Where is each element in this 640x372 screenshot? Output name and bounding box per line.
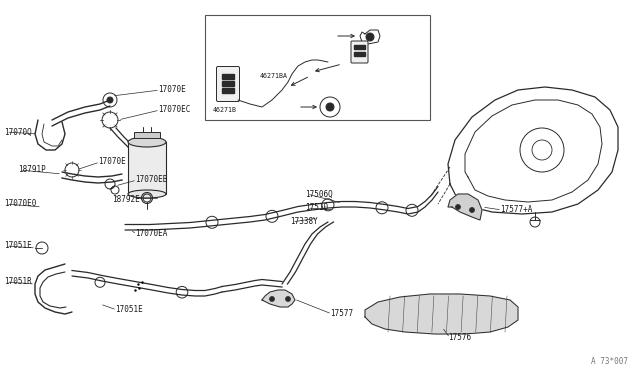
Text: 17506Q: 17506Q [305, 189, 333, 199]
Text: 17051E: 17051E [4, 241, 32, 250]
Text: 17070EA: 17070EA [135, 230, 168, 238]
Bar [222, 74, 234, 79]
Bar [128, 142, 166, 194]
Polygon shape [365, 294, 518, 334]
Bar [134, 132, 160, 138]
Circle shape [107, 97, 113, 103]
Text: A 73*007: A 73*007 [591, 357, 628, 366]
Text: 46271BA: 46271BA [260, 73, 288, 79]
FancyBboxPatch shape [216, 67, 239, 102]
Circle shape [269, 296, 275, 301]
Text: 17576: 17576 [448, 334, 471, 343]
Text: 17338Y: 17338Y [290, 218, 317, 227]
Circle shape [366, 33, 374, 41]
Ellipse shape [128, 190, 166, 198]
Text: 17070E: 17070E [98, 157, 125, 167]
Circle shape [470, 208, 474, 212]
Bar [354, 52, 365, 56]
Text: 17577+A: 17577+A [500, 205, 532, 215]
Circle shape [456, 205, 461, 209]
Text: 17070E: 17070E [158, 86, 186, 94]
Text: 17051E: 17051E [115, 305, 143, 314]
Polygon shape [448, 194, 482, 220]
Bar [222, 81, 234, 86]
Text: 17510: 17510 [305, 203, 328, 212]
FancyBboxPatch shape [351, 41, 368, 63]
Bar [205, 15, 430, 120]
Bar [222, 88, 234, 93]
Text: 17070EB: 17070EB [135, 176, 168, 185]
Circle shape [326, 103, 334, 111]
Circle shape [285, 296, 291, 301]
Text: 18792E: 18792E [112, 196, 140, 205]
Text: 17070EC: 17070EC [158, 106, 190, 115]
Polygon shape [262, 290, 295, 307]
Text: 17070E0: 17070E0 [4, 199, 36, 208]
Text: 18791P: 18791P [18, 166, 45, 174]
Ellipse shape [128, 137, 166, 147]
Text: 17051R: 17051R [4, 278, 32, 286]
Text: 17070Q: 17070Q [4, 128, 32, 137]
Text: 17577: 17577 [330, 310, 353, 318]
Bar [354, 45, 365, 49]
Text: 46271B: 46271B [213, 107, 237, 113]
